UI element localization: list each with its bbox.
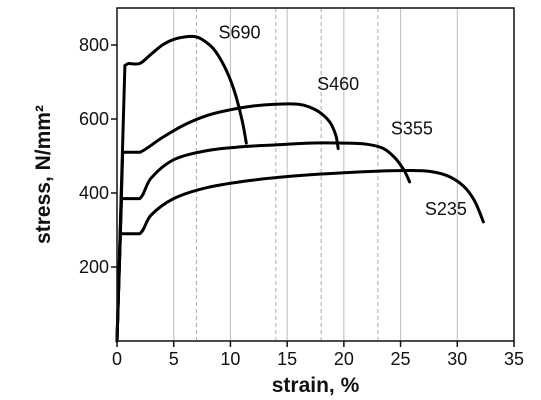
x-tick-label-20: 20 [334, 349, 354, 369]
series-label-s690: S690 [218, 22, 260, 42]
curve-s235 [115, 168, 485, 343]
y-tick-label-800: 800 [79, 35, 109, 55]
series-curves [115, 34, 485, 343]
x-axis-title: strain, % [272, 374, 360, 397]
curve-s460 [115, 102, 340, 343]
curve-s355 [115, 141, 412, 343]
grid-lines [173, 8, 458, 341]
y-tick-label-400: 400 [79, 183, 109, 203]
x-tick-label-30: 30 [447, 349, 467, 369]
y-axis-ticks: 200 400 600 800 [79, 35, 117, 277]
series-labels: S690 S460 S355 S235 [218, 22, 466, 219]
curve-s690 [115, 34, 248, 343]
y-tick-label-600: 600 [79, 109, 109, 129]
x-tick-label-0: 0 [112, 349, 122, 369]
series-label-s460: S460 [317, 74, 359, 94]
plot-frame [116, 7, 515, 342]
x-tick-label-5: 5 [169, 349, 179, 369]
series-label-s235: S235 [425, 199, 467, 219]
y-axis-title: stress, N/mm² [32, 105, 55, 244]
x-tick-label-25: 25 [391, 349, 411, 369]
x-tick-label-15: 15 [277, 349, 297, 369]
y-tick-label-200: 200 [79, 257, 109, 277]
x-tick-label-10: 10 [220, 349, 240, 369]
x-tick-label-35: 35 [504, 349, 524, 369]
series-label-s355: S355 [391, 119, 433, 139]
x-axis-ticks: 0 5 10 15 20 25 30 35 [112, 341, 524, 369]
